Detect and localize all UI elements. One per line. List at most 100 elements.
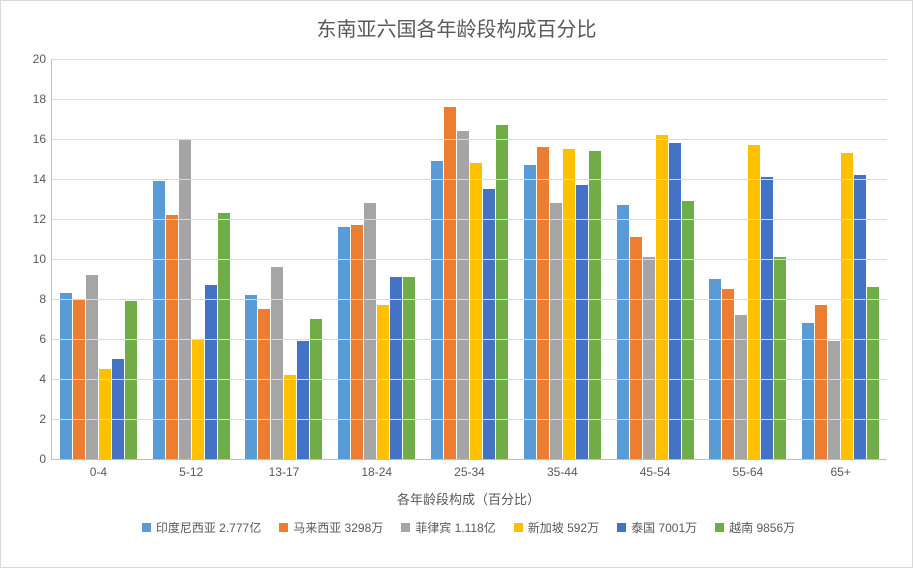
bar — [524, 165, 536, 459]
bar — [60, 293, 72, 459]
bar — [682, 201, 694, 459]
legend-label: 泰国 7001万 — [631, 519, 697, 536]
bar — [444, 107, 456, 459]
bar — [431, 161, 443, 459]
chart-title: 东南亚六国各年龄段构成百分比 — [1, 13, 912, 42]
bar — [854, 175, 866, 459]
x-tick-label: 5-12 — [145, 459, 238, 479]
x-tick-label: 45-54 — [609, 459, 702, 479]
gridline — [52, 259, 887, 260]
y-tick-label: 18 — [33, 92, 52, 106]
bar — [297, 341, 309, 459]
bar — [550, 203, 562, 459]
y-tick-label: 14 — [33, 172, 52, 186]
bar — [643, 257, 655, 459]
bar — [125, 301, 137, 459]
legend-label: 菲律宾 1.118亿 — [415, 519, 495, 536]
legend-item: 越南 9856万 — [715, 519, 795, 536]
legend-swatch — [715, 523, 724, 532]
legend-item: 新加坡 592万 — [514, 519, 599, 536]
gridline — [52, 179, 887, 180]
bar — [722, 289, 734, 459]
bar — [153, 181, 165, 459]
legend-item: 泰国 7001万 — [617, 519, 697, 536]
bar — [709, 279, 721, 459]
gridline — [52, 379, 887, 380]
bar — [258, 309, 270, 459]
gridline — [52, 139, 887, 140]
legend-item: 菲律宾 1.118亿 — [401, 519, 495, 536]
x-tick-label: 0-4 — [52, 459, 145, 479]
y-tick-label: 10 — [33, 252, 52, 266]
bar — [390, 277, 402, 459]
gridline — [52, 419, 887, 420]
x-tick-label: 25-34 — [423, 459, 516, 479]
bar — [470, 163, 482, 459]
gridline — [52, 339, 887, 340]
legend-label: 越南 9856万 — [729, 519, 795, 536]
gridline — [52, 299, 887, 300]
bar — [669, 143, 681, 459]
legend-item: 印度尼西亚 2.777亿 — [142, 519, 261, 536]
bar — [630, 237, 642, 459]
legend-swatch — [514, 523, 523, 532]
bar — [86, 275, 98, 459]
legend-swatch — [279, 523, 288, 532]
bar — [377, 305, 389, 459]
bar — [245, 295, 257, 459]
bar — [338, 227, 350, 459]
legend: 印度尼西亚 2.777亿 马来西亚 3298万 菲律宾 1.118亿 新加坡 592万… — [51, 519, 886, 536]
legend-swatch — [142, 523, 151, 532]
bar — [271, 267, 283, 459]
legend-label: 印度尼西亚 2.777亿 — [156, 519, 261, 536]
bar — [576, 185, 588, 459]
plot-area: 0-45-1213-1718-2425-3435-4445-5455-6465+… — [51, 59, 887, 460]
x-tick-label: 55-64 — [701, 459, 794, 479]
bar — [218, 213, 230, 459]
x-tick-label: 65+ — [794, 459, 887, 479]
legend-swatch — [617, 523, 626, 532]
bar — [284, 375, 296, 459]
bar — [457, 131, 469, 459]
y-tick-label: 16 — [33, 132, 52, 146]
bar — [841, 153, 853, 459]
legend-item: 马来西亚 3298万 — [279, 519, 383, 536]
bar — [867, 287, 879, 459]
bar — [112, 359, 124, 459]
bar — [815, 305, 827, 459]
y-tick-label: 0 — [39, 452, 52, 466]
bar — [802, 323, 814, 459]
bar — [351, 225, 363, 459]
bar — [735, 315, 747, 459]
bar — [774, 257, 786, 459]
bar — [496, 125, 508, 459]
bar — [403, 277, 415, 459]
x-axis-title: 各年龄段构成（百分比） — [51, 489, 886, 508]
bar — [310, 319, 322, 459]
bar — [364, 203, 376, 459]
bar — [537, 147, 549, 459]
y-tick-label: 2 — [39, 412, 52, 426]
gridline — [52, 59, 887, 60]
gridline — [52, 99, 887, 100]
legend-label: 马来西亚 3298万 — [293, 519, 383, 536]
bar — [205, 285, 217, 459]
bar — [748, 145, 760, 459]
y-tick-label: 12 — [33, 212, 52, 226]
bar — [563, 149, 575, 459]
legend-swatch — [401, 523, 410, 532]
bar — [99, 369, 111, 459]
y-tick-label: 20 — [33, 52, 52, 66]
gridline — [52, 219, 887, 220]
y-tick-label: 4 — [39, 372, 52, 386]
y-tick-label: 8 — [39, 292, 52, 306]
x-tick-label: 13-17 — [238, 459, 331, 479]
bar — [589, 151, 601, 459]
bar — [656, 135, 668, 459]
bar — [166, 215, 178, 459]
bar — [828, 341, 840, 459]
bar — [192, 339, 204, 459]
legend-label: 新加坡 592万 — [528, 519, 599, 536]
y-tick-label: 6 — [39, 332, 52, 346]
x-tick-label: 18-24 — [330, 459, 423, 479]
